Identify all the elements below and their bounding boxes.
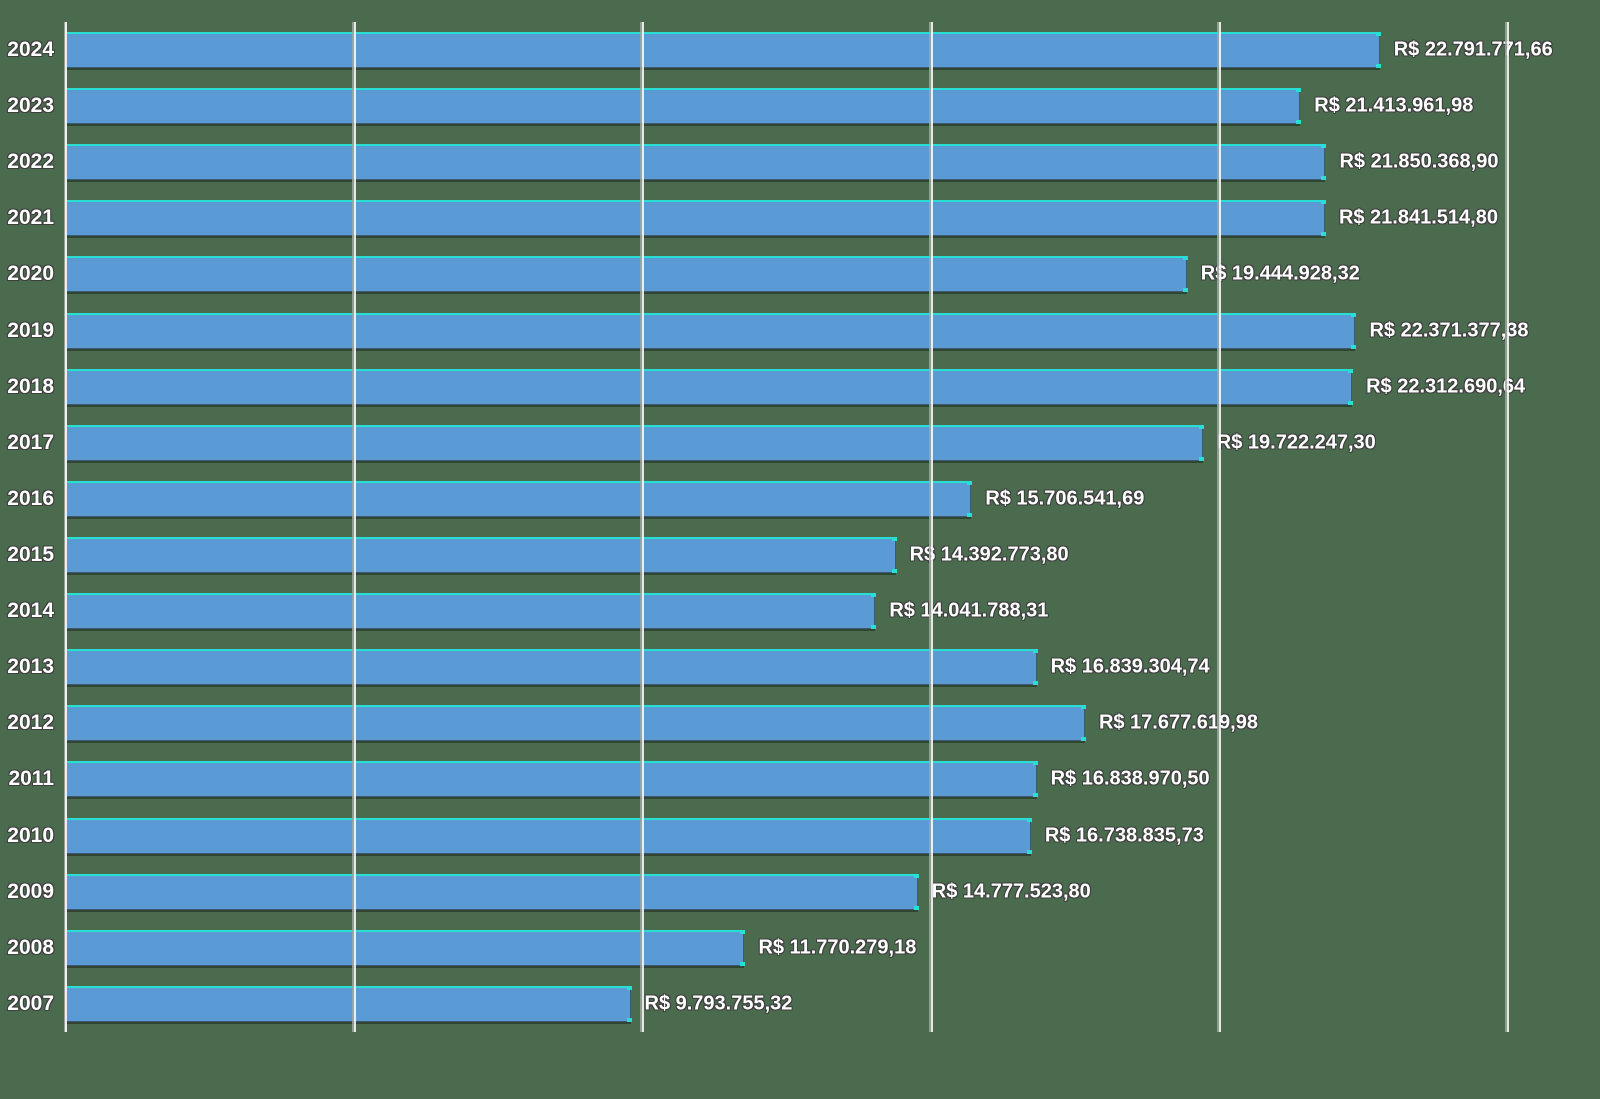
bar-track: R$ 9.793.755,32 [66, 976, 1507, 1032]
data-label: R$ 16.838.970,50 [1050, 767, 1210, 790]
category-axis-label: 2011 [8, 767, 54, 791]
data-label: R$ 17.677.619,98 [1098, 711, 1258, 734]
bar-track: R$ 14.777.523,80 [66, 864, 1507, 920]
data-label: R$ 21.841.514,80 [1338, 206, 1498, 229]
category-axis-label: 2019 [7, 318, 54, 342]
bar-row: 2020 R$ 19.444.928,32 [0, 246, 1600, 302]
bar-track: R$ 19.722.247,30 [66, 415, 1507, 471]
bar-row: 2008 R$ 11.770.279,18 [0, 920, 1600, 976]
category-axis-label: 2013 [7, 655, 54, 679]
bar-track: R$ 11.770.279,18 [66, 920, 1507, 976]
bar-track: R$ 22.791.771,66 [66, 22, 1553, 78]
bar-track: R$ 22.371.377,38 [66, 303, 1529, 359]
bar-2022[interactable] [66, 144, 1327, 181]
bar-2020[interactable] [66, 256, 1188, 293]
category-axis-label: 2010 [7, 823, 54, 847]
data-label: R$ 14.041.788,31 [889, 599, 1049, 622]
data-label: R$ 11.770.279,18 [758, 936, 917, 959]
bar-row: 2010 R$ 16.738.835,73 [0, 808, 1600, 864]
bar-row: 2018 R$ 22.312.690,64 [0, 359, 1600, 415]
bar-row: 2017 R$ 19.722.247,30 [0, 415, 1600, 471]
category-axis-label: 2024 [7, 38, 54, 62]
bar-2011[interactable] [66, 761, 1038, 798]
category-axis-label: 2008 [7, 935, 54, 959]
data-label: R$ 19.444.928,32 [1200, 262, 1360, 285]
bar-track: R$ 16.839.304,74 [66, 639, 1507, 695]
data-label: R$ 21.413.961,98 [1314, 94, 1474, 117]
vertical-gridline [930, 22, 933, 1032]
bar-2015[interactable] [66, 537, 897, 574]
vertical-gridline [1218, 22, 1221, 1032]
bar-row: 2013 R$ 16.839.304,74 [0, 639, 1600, 695]
bar-2018[interactable] [66, 368, 1354, 405]
data-label: R$ 21.850.368,90 [1339, 150, 1499, 173]
data-label: R$ 16.839.304,74 [1050, 655, 1210, 678]
bar-2010[interactable] [66, 817, 1032, 854]
bar-track: R$ 14.041.788,31 [66, 583, 1507, 639]
bar-track: R$ 16.838.970,50 [66, 751, 1507, 807]
bar-2012[interactable] [66, 705, 1086, 742]
bar-2007[interactable] [66, 985, 631, 1022]
bar-track: R$ 21.413.961,98 [66, 78, 1507, 134]
bar-track: R$ 14.392.773,80 [66, 527, 1507, 583]
bar-track: R$ 17.677.619,98 [66, 695, 1507, 751]
bar-row: 2014 R$ 14.041.788,31 [0, 583, 1600, 639]
bar-row: 2019 R$ 22.371.377,38 [0, 303, 1600, 359]
category-axis-label: 2017 [7, 430, 54, 454]
bar-track: R$ 19.444.928,32 [66, 246, 1507, 302]
data-label: R$ 14.392.773,80 [909, 543, 1069, 566]
vertical-gridline [1507, 22, 1509, 1032]
bar-2016[interactable] [66, 480, 973, 517]
category-axis-label: 2021 [7, 206, 54, 230]
bar-track: R$ 15.706.541,69 [66, 471, 1507, 527]
data-label: R$ 19.722.247,30 [1216, 431, 1376, 454]
category-axis-label: 2015 [7, 543, 54, 567]
bar-2024[interactable] [66, 32, 1381, 69]
category-axis-label: 2009 [7, 879, 54, 903]
bar-track: R$ 16.738.835,73 [66, 808, 1507, 864]
data-label: R$ 16.738.835,73 [1044, 824, 1204, 847]
category-axis-label: 2020 [7, 262, 54, 286]
y-axis-line [65, 22, 67, 1032]
bar-track: R$ 21.850.368,90 [66, 134, 1507, 190]
data-label: R$ 15.706.541,69 [985, 487, 1145, 510]
category-axis-label: 2012 [7, 711, 54, 735]
category-axis-label: 2016 [7, 486, 54, 510]
category-axis-label: 2018 [7, 374, 54, 398]
data-label: R$ 9.793.755,32 [644, 992, 793, 1015]
bar-row: 2016 R$ 15.706.541,69 [0, 471, 1600, 527]
bar-row: 2007 R$ 9.793.755,32 [0, 976, 1600, 1032]
data-label: R$ 14.777.523,80 [931, 880, 1091, 903]
bar-row: 2015 R$ 14.392.773,80 [0, 527, 1600, 583]
bar-2023[interactable] [66, 88, 1302, 125]
data-label: R$ 22.791.771,66 [1393, 38, 1553, 61]
bar-row: 2011 R$ 16.838.970,50 [0, 751, 1600, 807]
bar-2013[interactable] [66, 649, 1038, 686]
bar-2009[interactable] [66, 873, 919, 910]
bar-2021[interactable] [66, 200, 1326, 237]
category-axis-label: 2022 [7, 150, 54, 174]
bar-track: R$ 22.312.690,64 [66, 359, 1525, 415]
vertical-gridline [354, 22, 357, 1032]
bar-row: 2023 R$ 21.413.961,98 [0, 78, 1600, 134]
bar-row: 2022 R$ 21.850.368,90 [0, 134, 1600, 190]
bar-2017[interactable] [66, 424, 1204, 461]
data-label: R$ 22.312.690,64 [1366, 375, 1526, 398]
bar-row: 2021 R$ 21.841.514,80 [0, 190, 1600, 246]
bar-row: 2009 R$ 14.777.523,80 [0, 864, 1600, 920]
vertical-gridline [642, 22, 645, 1032]
bar-track: R$ 21.841.514,80 [66, 190, 1507, 246]
category-axis-label: 2023 [7, 94, 54, 118]
data-label: R$ 22.371.377,38 [1369, 319, 1529, 342]
bar-row: 2012 R$ 17.677.619,98 [0, 695, 1600, 751]
category-axis-label: 2014 [7, 599, 54, 623]
bar-2019[interactable] [66, 312, 1357, 349]
bar-2014[interactable] [66, 593, 877, 630]
category-axis-label: 2007 [7, 991, 54, 1015]
bar-row: 2024 R$ 22.791.771,66 [0, 22, 1600, 78]
